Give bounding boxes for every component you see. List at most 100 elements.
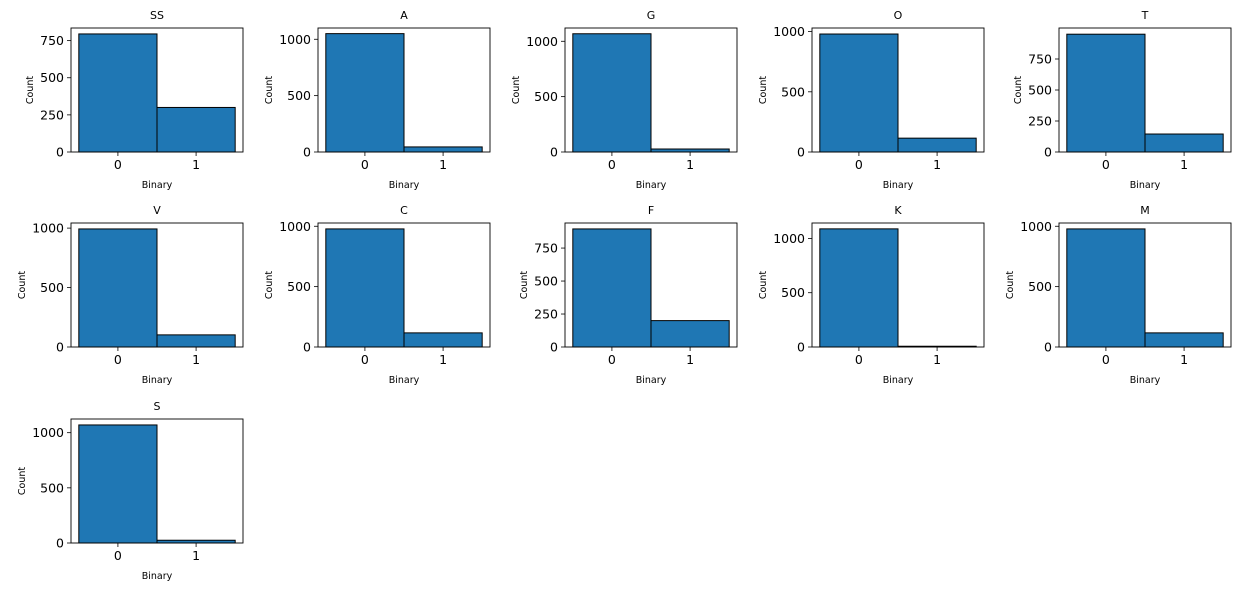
bar-M-0: [1066, 228, 1146, 348]
y-tick-label: 0: [550, 340, 558, 355]
y-tick-label: 500: [534, 89, 558, 104]
y-tick-label: 0: [797, 340, 805, 355]
axes-frame: [564, 27, 738, 153]
x-axis-label: Binary: [1130, 180, 1161, 191]
x-tick-label: 1: [192, 352, 200, 367]
y-tick-label: 250: [534, 307, 558, 322]
x-axis-label: Binary: [636, 375, 667, 386]
x-tick-label: 1: [192, 548, 200, 563]
y-tick-label: 500: [40, 70, 64, 85]
subplot-S: 0 1 0 500 1000 S Binary Count: [17, 400, 244, 582]
subplot-title: A: [400, 9, 408, 22]
y-tick-label: 500: [781, 84, 805, 99]
subplot-SS: 0 1 0 250 500 750 SS Binary Count: [25, 9, 244, 191]
bar-C-1: [403, 332, 483, 348]
x-tick-label: 1: [933, 352, 941, 367]
bar-F-1: [650, 320, 730, 348]
x-axis-label: Binary: [636, 180, 667, 191]
y-tick-label: 250: [40, 107, 64, 122]
x-tick-label: 0: [855, 352, 863, 367]
bar-T-0: [1066, 33, 1146, 153]
subplot-title: V: [153, 204, 161, 217]
axes-frame: [811, 222, 985, 348]
x-tick-label: 0: [361, 352, 369, 367]
bar-G-0: [572, 33, 652, 153]
y-tick-label: 1000: [32, 221, 64, 236]
subplot-title: M: [1140, 204, 1150, 217]
axes-frame: [70, 418, 244, 544]
y-tick-label: 0: [550, 145, 558, 160]
y-tick-label: 500: [1028, 83, 1052, 98]
subplot-title: T: [1141, 9, 1149, 22]
y-tick-label: 0: [56, 340, 64, 355]
x-axis-label: Binary: [1130, 375, 1161, 386]
y-axis-label: Count: [758, 271, 769, 299]
y-tick-label: 1000: [1020, 219, 1052, 234]
x-axis-label: Binary: [142, 375, 173, 386]
axes-frame: [317, 222, 491, 348]
x-axis-label: Binary: [142, 571, 173, 582]
y-axis-label: Count: [25, 76, 36, 104]
y-tick-label: 0: [56, 536, 64, 551]
x-tick-label: 0: [1102, 352, 1110, 367]
x-axis-label: Binary: [883, 180, 914, 191]
y-tick-label: 500: [534, 274, 558, 289]
x-tick-label: 0: [1102, 157, 1110, 172]
y-tick-label: 500: [40, 480, 64, 495]
y-axis-label: Count: [17, 271, 28, 299]
y-tick-label: 500: [40, 280, 64, 295]
y-tick-label: 500: [287, 279, 311, 294]
y-tick-label: 750: [534, 241, 558, 256]
y-tick-label: 0: [303, 145, 311, 160]
y-tick-label: 500: [781, 285, 805, 300]
x-tick-label: 0: [608, 157, 616, 172]
axes-frame: [70, 27, 244, 153]
bar-O-1: [897, 137, 977, 153]
y-tick-label: 750: [40, 33, 64, 48]
bar-K-0: [819, 228, 899, 348]
bar-S-0: [78, 424, 158, 544]
bar-V-1: [156, 334, 236, 348]
subplot-title: SS: [150, 9, 164, 22]
bar-A-1: [403, 146, 483, 153]
x-tick-label: 0: [855, 157, 863, 172]
x-axis-label: Binary: [883, 375, 914, 386]
y-tick-label: 0: [56, 145, 64, 160]
subplot-M: 0 1 0 500 1000 M Binary Count: [1005, 204, 1232, 386]
y-tick-label: 750: [1028, 52, 1052, 67]
y-tick-label: 1000: [773, 24, 805, 39]
x-tick-label: 1: [439, 157, 447, 172]
axes-frame: [811, 27, 985, 153]
subplot-title: G: [647, 9, 656, 22]
y-tick-label: 1000: [773, 231, 805, 246]
subplot-A: 0 1 0 500 1000 A Binary Count: [264, 9, 491, 191]
bar-C-0: [325, 228, 405, 348]
subplot-title: O: [894, 9, 903, 22]
subplot-title: C: [400, 204, 408, 217]
y-axis-label: Count: [17, 467, 28, 495]
y-tick-label: 500: [1028, 279, 1052, 294]
y-tick-label: 0: [1044, 145, 1052, 160]
bar-A-0: [325, 33, 405, 153]
y-tick-label: 1000: [526, 34, 558, 49]
y-axis-label: Count: [264, 76, 275, 104]
x-tick-label: 1: [439, 352, 447, 367]
y-tick-label: 1000: [32, 425, 64, 440]
bar-SS-0: [78, 33, 158, 153]
x-tick-label: 0: [114, 548, 122, 563]
axes-frame: [317, 27, 491, 153]
x-tick-label: 0: [114, 157, 122, 172]
y-axis-label: Count: [511, 76, 522, 104]
subplot-T: 0 1 0 250 500 750 T Binary Count: [1013, 9, 1232, 191]
x-axis-label: Binary: [389, 375, 420, 386]
bar-F-0: [572, 228, 652, 348]
axes-frame: [70, 222, 244, 348]
bar-T-1: [1144, 133, 1224, 153]
y-tick-label: 1000: [279, 32, 311, 47]
subplot-title: K: [894, 204, 902, 217]
bar-O-0: [819, 33, 899, 153]
y-axis-label: Count: [519, 271, 530, 299]
x-tick-label: 1: [933, 157, 941, 172]
bar-SS-1: [156, 106, 236, 153]
